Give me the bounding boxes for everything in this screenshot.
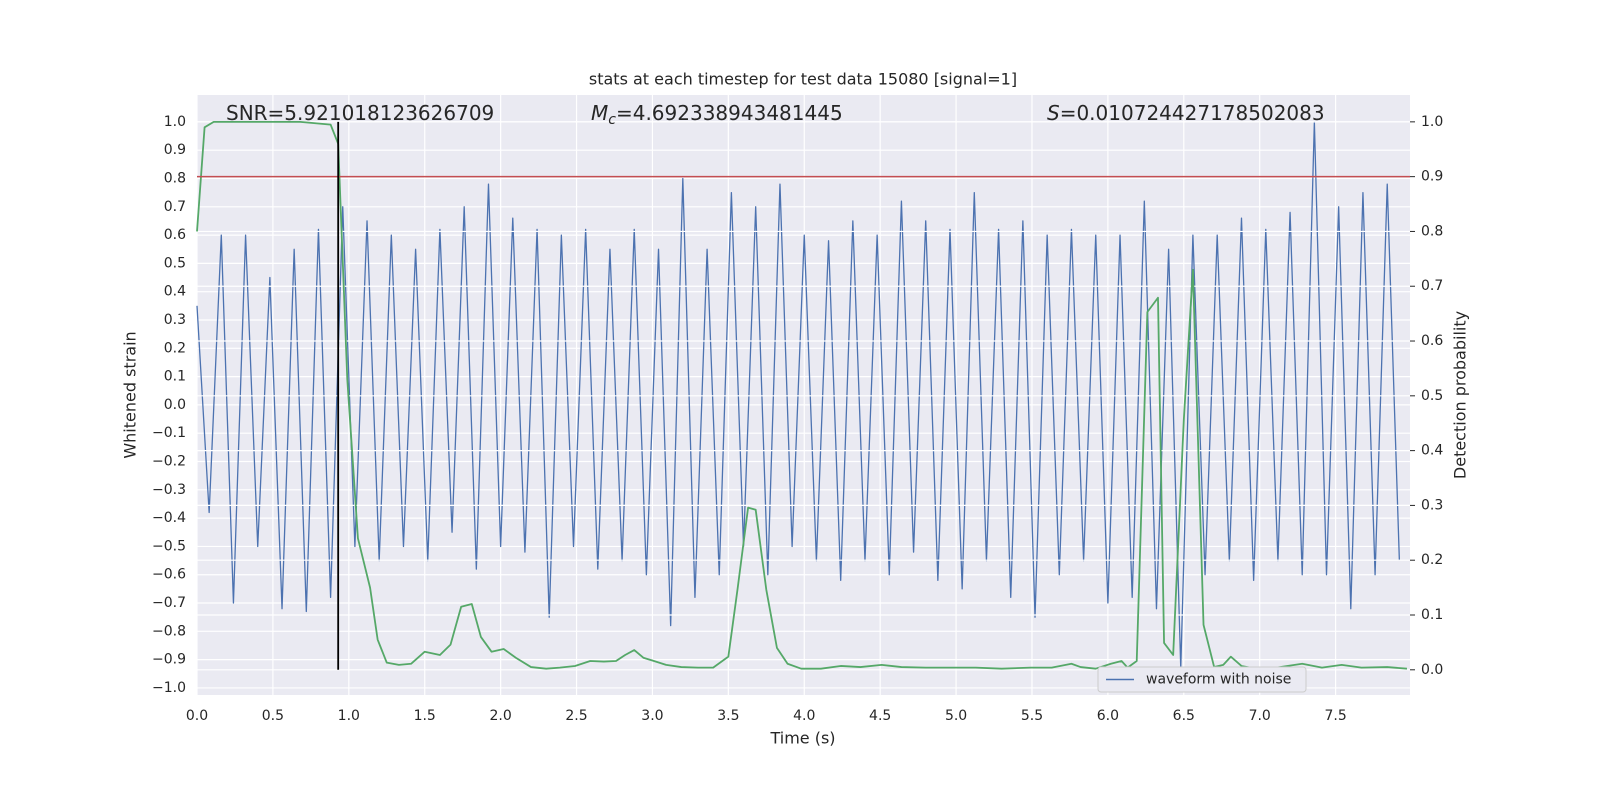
- x-tick-label: 6.0: [1097, 708, 1119, 724]
- y-tick-label: 0.8: [164, 170, 186, 186]
- y-tick-label: 0.3: [164, 312, 186, 328]
- x-tick-label: 0.5: [262, 708, 284, 724]
- y-tick-label: 0.7: [164, 199, 186, 215]
- legend-box: [1097, 666, 1307, 693]
- y2-tick-label: 0.8: [1421, 223, 1443, 239]
- y2-axis-label: Detection probability: [1451, 311, 1470, 479]
- x-tick-label: 0.0: [186, 708, 208, 724]
- y-tick-label: −0.3: [152, 482, 186, 498]
- annotation-text: =4.692338943481445: [616, 101, 843, 125]
- annotation-subscript: c: [608, 112, 616, 128]
- annotation-text: SNR=5.921018123626709: [226, 101, 494, 125]
- x-axis-label: Time (s): [769, 729, 835, 748]
- x-tick-label: 5.0: [945, 708, 967, 724]
- chart-title: stats at each timestep for test data 150…: [589, 70, 1017, 89]
- y-tick-label: 0.5: [164, 255, 186, 271]
- x-tick-label: 1.0: [338, 708, 360, 724]
- plot-background: [197, 95, 1410, 695]
- y2-tick-label: 0.4: [1421, 443, 1443, 459]
- y-tick-label: 0.9: [164, 142, 186, 158]
- y-tick-label: −0.1: [152, 425, 186, 441]
- annotation: S=0.010724427178502083: [1047, 101, 1325, 125]
- y-tick-label: −0.7: [152, 595, 186, 611]
- y2-tick-label: 0.7: [1421, 278, 1443, 294]
- annotation-symbol: M: [591, 101, 608, 125]
- y-tick-label: 0.4: [164, 284, 186, 300]
- y-axis-label: Whitened strain: [121, 331, 140, 458]
- y2-tick-label: 0.5: [1421, 388, 1443, 404]
- y2-tick-label: 0.3: [1421, 497, 1443, 513]
- x-tick-label: 1.5: [414, 708, 436, 724]
- annotation: Mc=4.692338943481445: [591, 101, 843, 129]
- annotation-symbol: S: [1047, 101, 1060, 125]
- y-tick-label: −0.2: [152, 454, 186, 470]
- y-tick-label: 0.6: [164, 227, 186, 243]
- y-tick-label: 0.2: [164, 340, 186, 356]
- annotation-text: =0.010724427178502083: [1060, 101, 1325, 125]
- series-line: [196, 121, 1401, 669]
- y-tick-label: 0.0: [164, 397, 186, 413]
- x-tick-label: 7.5: [1324, 708, 1346, 724]
- y2-tick-label: 0.2: [1421, 552, 1443, 568]
- y-tick-label: −0.9: [152, 652, 186, 668]
- x-tick-label: 2.0: [489, 708, 511, 724]
- y2-tick-label: 0.9: [1421, 169, 1443, 185]
- y-tick-label: −1.0: [152, 680, 186, 696]
- y2-tick-label: 0.6: [1421, 333, 1443, 349]
- y-tick-label: −0.5: [152, 538, 186, 554]
- y-tick-label: −0.6: [152, 567, 186, 583]
- x-tick-label: 6.5: [1173, 708, 1195, 724]
- y-tick-label: −0.8: [152, 623, 186, 639]
- y2-tick-label: 0.1: [1421, 607, 1443, 623]
- y2-tick-label: 0.0: [1421, 662, 1443, 678]
- y-tick-label: −0.4: [152, 510, 186, 526]
- series-line: [196, 120, 1408, 670]
- x-tick-label: 3.0: [641, 708, 663, 724]
- y-tick-label: 0.1: [164, 369, 186, 385]
- x-tick-label: 4.0: [793, 708, 815, 724]
- x-tick-label: 3.5: [717, 708, 739, 724]
- legend-label: waveform with noise: [1146, 672, 1291, 688]
- annotation: SNR=5.921018123626709: [226, 101, 494, 125]
- y-tick-label: 1.0: [164, 114, 186, 130]
- x-tick-label: 5.5: [1021, 708, 1043, 724]
- y2-tick-label: 1.0: [1421, 114, 1443, 130]
- x-tick-label: 2.5: [565, 708, 587, 724]
- x-tick-label: 7.0: [1249, 708, 1271, 724]
- x-tick-label: 4.5: [869, 708, 891, 724]
